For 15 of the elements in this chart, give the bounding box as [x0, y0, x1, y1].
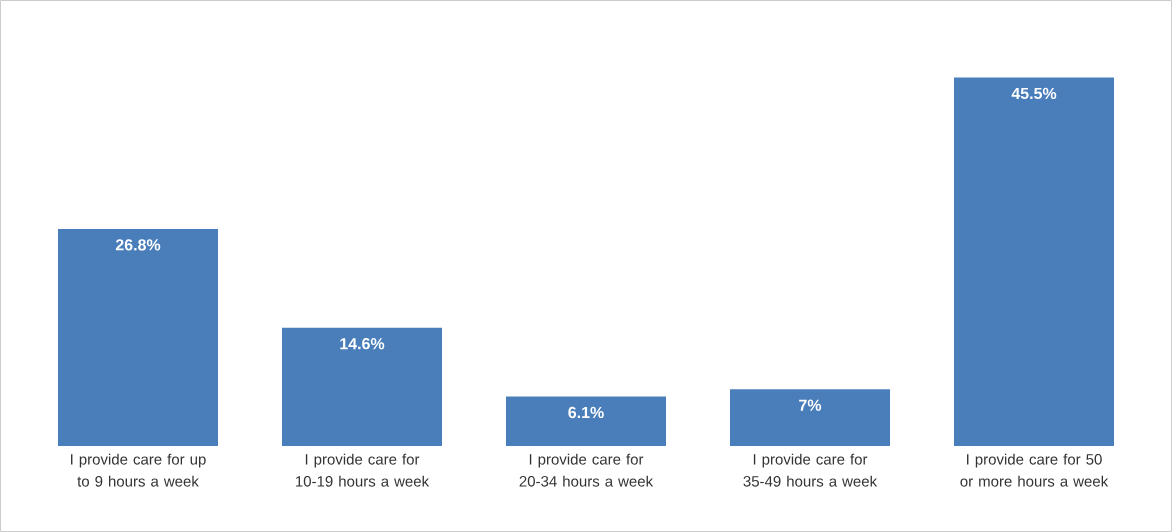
bar [954, 77, 1115, 446]
bar [730, 389, 890, 446]
x-tick-label: I provide care for 35-49 hours a week [743, 453, 878, 487]
x-tick-label: I provide care for 50 or more hours a week [960, 453, 1109, 487]
bar [282, 327, 442, 446]
data-label: 14.6% [340, 337, 385, 350]
x-tick-label: I provide care for up to 9 hours a week [71, 453, 206, 487]
data-label: 7% [799, 399, 822, 411]
x-tick-label: I provide care for 10-19 hours a week [296, 453, 430, 487]
x-tick-label: I provide care for 20-34 hours a week [519, 453, 654, 487]
data-label: 26.8% [115, 239, 161, 251]
data-label: 6.1% [568, 406, 604, 419]
bar [506, 396, 666, 446]
data-label: 45.5% [1011, 87, 1057, 100]
bar [58, 228, 218, 446]
